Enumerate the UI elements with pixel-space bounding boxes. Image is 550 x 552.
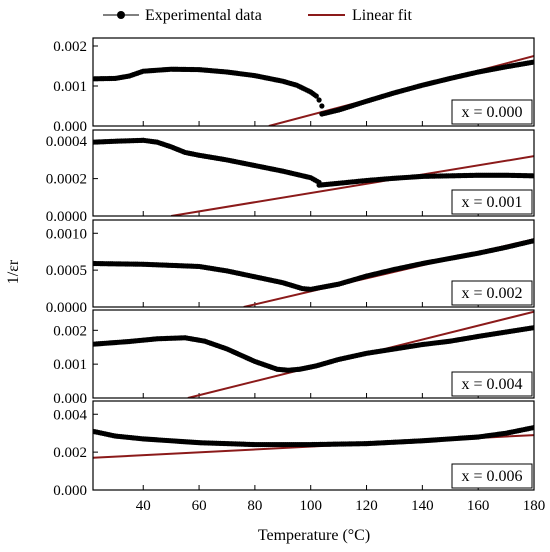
y-tick-label: 0.0000 [46,209,87,225]
y-tick-label: 0.0000 [46,300,87,316]
data-point [531,325,534,331]
panel-3: 0.0000 0.0005 0.0010 x = 0.002 [46,219,535,316]
panel-frame [92,400,535,491]
panel-frame [92,129,535,217]
data-point [531,173,534,179]
panel-label: x = 0.004 [461,376,522,393]
y-axis-title: 1/εr [5,259,22,284]
y-tick-label: 0.004 [53,407,87,423]
x-tick-label: 100 [299,498,322,514]
legend-experimental-marker [117,11,125,19]
panel-data [93,55,534,126]
y-tick-label: 0.0004 [46,134,88,150]
panel-frame [92,309,535,399]
x-tick-label: 140 [411,498,434,514]
y-tick-label: 0.001 [53,357,87,373]
panel-label-box [451,463,533,489]
y-tick-label: 0.001 [53,79,87,95]
x-axis-title: Temperature (°C) [258,527,370,544]
panel-label-box [451,99,533,125]
data-point [319,103,325,109]
y-tick-label: 0.000 [53,119,87,135]
data-point [531,59,534,65]
data-point [313,93,319,99]
panel-frame [92,219,535,308]
panel-label: x = 0.006 [461,468,522,485]
panel-5: 0.000 0.002 0.004 x = 0.006 [53,400,535,499]
panel-label: x = 0.001 [461,194,522,211]
data-point [316,97,322,103]
y-tick-label: 0.002 [53,39,87,55]
x-tick-label: 80 [247,498,262,514]
legend-experimental-label: Experimental data [145,7,262,24]
x-tick-label: 120 [355,498,378,514]
x-tick-label: 60 [192,498,207,514]
y-tick-label: 0.000 [53,391,87,407]
panel-label-box [451,371,533,397]
x-tick-label: 160 [467,498,490,514]
panel-frame [92,37,535,127]
legend-fit-label: Linear fit [352,7,413,24]
panel-data [93,424,534,459]
panel-data [93,137,534,216]
panel-label-box [451,280,533,306]
panel-2: 0.0000 0.0002 0.0004 x = 0.001 [46,129,535,225]
panel-data [93,238,534,307]
y-tick-label: 0.0002 [46,172,87,188]
legend: Experimental data Linear fit [103,7,413,24]
y-tick-label: 0.000 [53,483,87,499]
fit-line [170,155,534,216]
x-tick-label: 40 [136,498,151,514]
x-axis: 40 60 80 100 120 140 160 180 [136,498,546,514]
data-point [531,238,534,244]
panel-4: 0.000 0.001 0.002 x = 0.004 [53,309,535,407]
panel-label: x = 0.002 [461,285,522,302]
y-tick-label: 0.002 [53,323,87,339]
data-point [531,424,534,431]
y-tick-label: 0.0005 [46,263,87,279]
x-tick-label: 180 [523,498,546,514]
panel-data [93,310,534,398]
y-tick-label: 0.002 [53,445,87,461]
panel-1: 0.000 0.001 0.002 x = 0.000 [53,37,535,135]
y-tick-label: 0.0010 [46,226,87,242]
panel-label: x = 0.000 [461,104,522,121]
panel-label-box [451,189,533,215]
